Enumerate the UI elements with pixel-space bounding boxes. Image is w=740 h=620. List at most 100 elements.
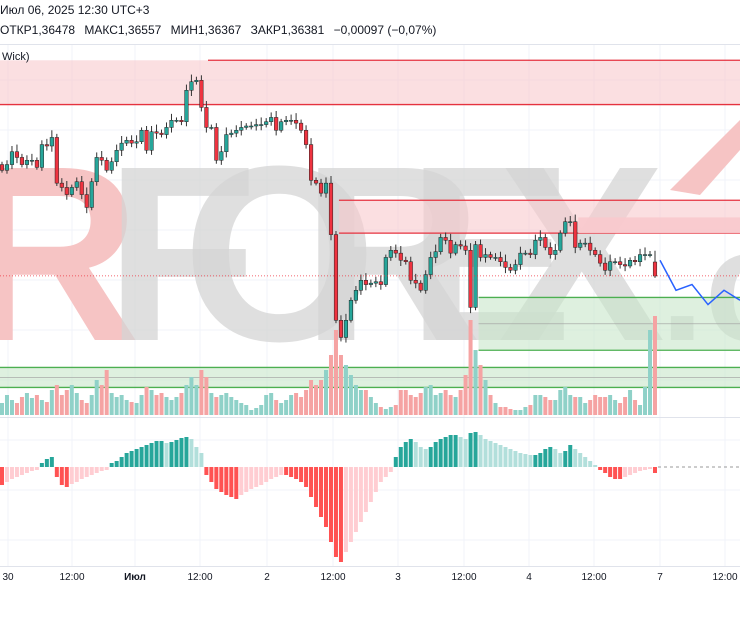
candle	[74, 177, 79, 191]
candle	[642, 247, 648, 261]
candle-body	[548, 247, 553, 255]
candle	[239, 121, 244, 136]
candle-body	[134, 141, 139, 144]
candle-body	[628, 260, 633, 267]
volume-bar	[29, 398, 34, 415]
candle	[508, 263, 513, 274]
candle-body	[583, 242, 588, 245]
candle	[184, 84, 189, 127]
candle	[523, 250, 528, 256]
candle-body	[54, 137, 59, 184]
low-value: МИН1,36367	[170, 23, 242, 37]
candle-body	[493, 257, 498, 259]
candle	[343, 313, 348, 343]
candle	[368, 279, 373, 288]
candle-body	[483, 254, 488, 258]
volume-bar	[358, 390, 363, 415]
candle-body	[318, 182, 324, 194]
oscillator-bar	[34, 467, 39, 470]
candle	[154, 124, 159, 139]
oscillator-bar	[408, 439, 413, 467]
oscillator-bar	[628, 467, 633, 475]
pane-divider[interactable]	[0, 417, 740, 418]
candle-body	[224, 134, 229, 152]
candle	[289, 114, 294, 125]
oscillator-bar	[543, 449, 548, 467]
candle	[323, 177, 329, 198]
high-value: МАКС1,36557	[84, 23, 162, 37]
time-tick-label: 12:00	[451, 572, 477, 583]
oscillator-bar	[39, 463, 44, 467]
volume-bar	[294, 393, 299, 415]
candle	[423, 270, 428, 294]
candle-body	[578, 242, 583, 248]
oscillator-bar	[348, 467, 353, 542]
candle-body	[508, 267, 513, 271]
volume-bar	[209, 393, 214, 415]
candle-body	[304, 130, 309, 145]
candle	[294, 113, 299, 129]
volume-bar	[523, 407, 528, 415]
candle	[269, 112, 274, 126]
time-tick-label: 7	[657, 572, 663, 583]
oscillator-bar	[314, 467, 319, 507]
candle	[637, 248, 643, 267]
candle	[588, 236, 593, 256]
candle-body	[313, 180, 319, 184]
candle-body	[99, 157, 104, 161]
candle	[299, 119, 304, 134]
candle-body	[608, 261, 613, 271]
candle-body	[204, 107, 209, 128]
oscillator-bar	[199, 453, 204, 467]
volume-bar	[433, 395, 438, 415]
oscillator-bar	[174, 440, 179, 467]
candle	[304, 125, 309, 149]
oscillator-bar	[19, 467, 24, 475]
candle	[234, 125, 239, 138]
volume-bar	[39, 400, 44, 415]
oscillator-bar	[403, 442, 408, 467]
candle-body	[338, 320, 344, 338]
volume-bar	[314, 385, 319, 415]
oscillator-bar	[388, 467, 393, 472]
volume-bar	[578, 397, 583, 415]
volume-bar	[4, 395, 9, 415]
volume-bar	[104, 370, 109, 415]
candle-body	[563, 221, 568, 234]
candle	[39, 140, 44, 171]
volume-bar	[598, 397, 603, 415]
candle	[378, 275, 383, 290]
oscillator-bar	[448, 435, 453, 467]
oscillator-bar	[69, 467, 74, 484]
volume-bar	[348, 375, 353, 415]
volume-bar	[333, 330, 338, 415]
oscillator-bar	[104, 467, 109, 470]
oscillator-bar	[328, 467, 333, 542]
oscillator-bar	[623, 467, 628, 477]
volume-bar	[189, 377, 194, 415]
oscillator-bar	[94, 467, 99, 473]
volume-bar	[588, 400, 593, 415]
oscillator-bar	[284, 467, 289, 475]
volume-bar	[363, 390, 368, 415]
indicator-legend[interactable]: Wick)	[2, 51, 30, 63]
time-axis[interactable]: 30 12:00 Июл 12:00 2 12:00 3 12:00 4 12:00 7 12:00	[0, 572, 740, 592]
candle	[249, 121, 254, 130]
candle	[274, 111, 279, 136]
candle-body	[14, 151, 20, 158]
candle	[229, 129, 234, 138]
volume-bar	[64, 390, 69, 415]
volume-bar	[34, 395, 39, 415]
volume-bar	[393, 405, 398, 415]
candle-body	[4, 164, 10, 171]
volume-bar	[428, 385, 433, 415]
oscillator-bar	[129, 451, 134, 467]
volume-bar	[388, 407, 393, 415]
volume-bar	[184, 385, 189, 415]
candle	[104, 157, 109, 173]
volume-bar	[543, 397, 548, 415]
candle-body	[478, 244, 483, 258]
volume-bar	[219, 395, 224, 415]
volume-bar	[563, 387, 568, 415]
